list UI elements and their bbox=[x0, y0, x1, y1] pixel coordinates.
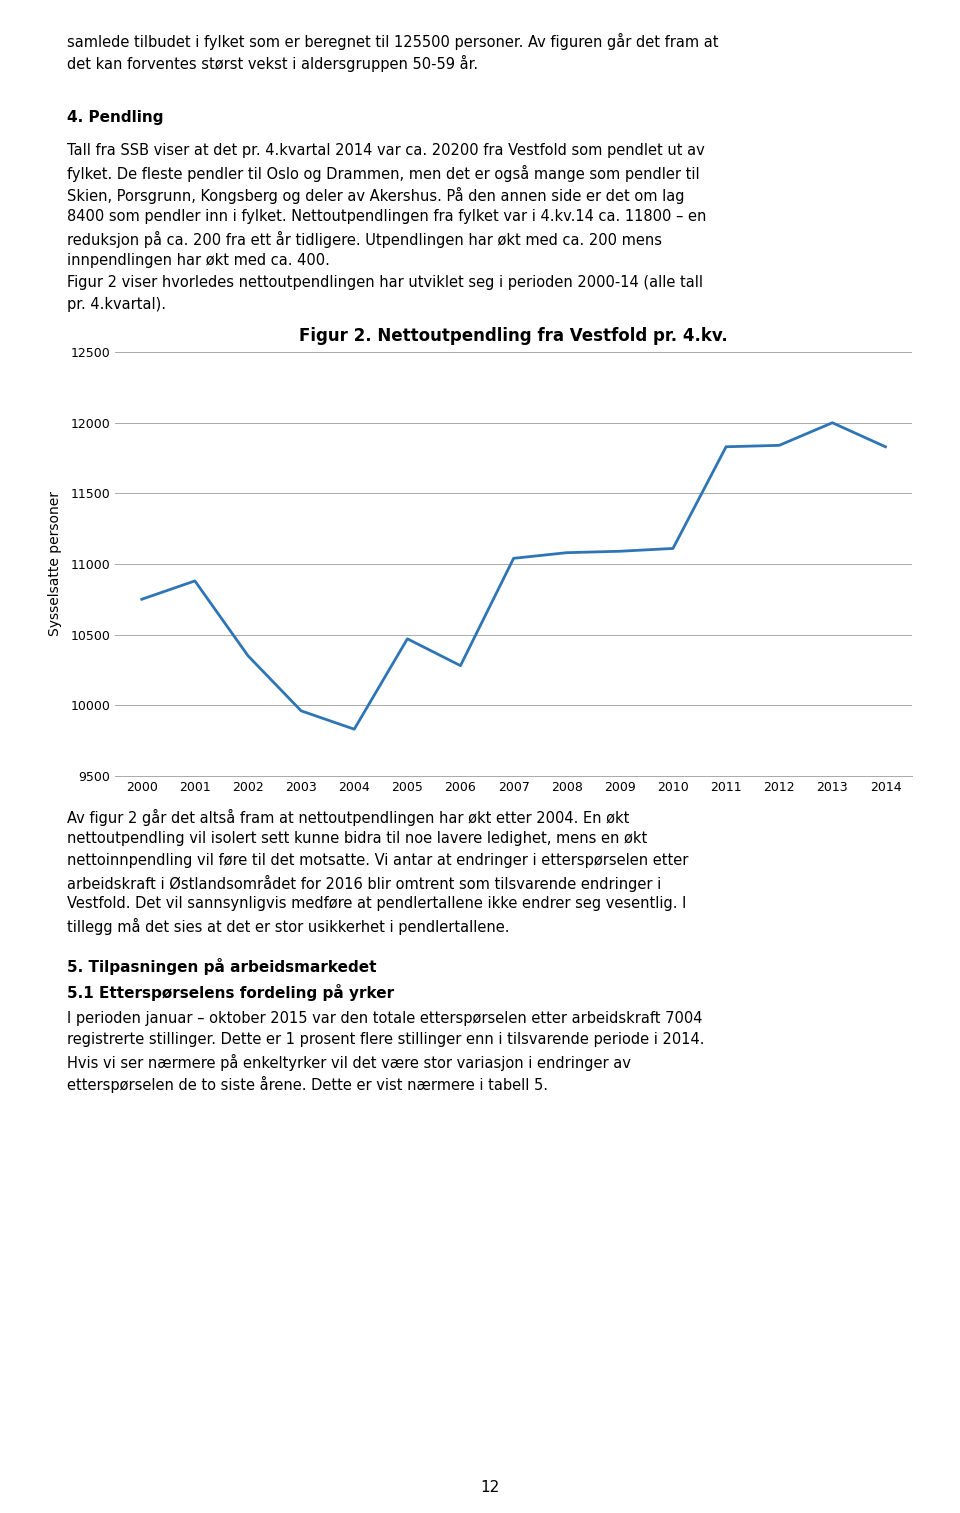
Text: nettoutpendling vil isolert sett kunne bidra til noe lavere ledighet, mens en øk: nettoutpendling vil isolert sett kunne b… bbox=[67, 831, 647, 846]
Text: Av figur 2 går det altså fram at nettoutpendlingen har økt etter 2004. En økt: Av figur 2 går det altså fram at nettout… bbox=[67, 808, 630, 826]
Text: Figur 2 viser hvorledes nettoutpendlingen har utviklet seg i perioden 2000-14 (a: Figur 2 viser hvorledes nettoutpendlinge… bbox=[67, 274, 703, 289]
Text: pr. 4.kvartal).: pr. 4.kvartal). bbox=[67, 297, 166, 312]
Text: 8400 som pendler inn i fylket. Nettoutpendlingen fra fylket var i 4.kv.14 ca. 11: 8400 som pendler inn i fylket. Nettoutpe… bbox=[67, 209, 707, 224]
Title: Figur 2. Nettoutpendling fra Vestfold pr. 4.kv.: Figur 2. Nettoutpendling fra Vestfold pr… bbox=[300, 327, 728, 345]
Text: tillegg må det sies at det er stor usikkerhet i pendlertallene.: tillegg må det sies at det er stor usikk… bbox=[67, 918, 510, 935]
Text: I perioden januar – oktober 2015 var den totale etterspørselen etter arbeidskraf: I perioden januar – oktober 2015 var den… bbox=[67, 1011, 703, 1026]
Text: fylket. De fleste pendler til Oslo og Drammen, men det er også mange som pendler: fylket. De fleste pendler til Oslo og Dr… bbox=[67, 165, 700, 182]
Text: 12: 12 bbox=[480, 1480, 499, 1495]
Y-axis label: Sysselsatte personer: Sysselsatte personer bbox=[48, 492, 62, 637]
Text: Vestfold. Det vil sannsynligvis medføre at pendlertallene ikke endrer seg vesent: Vestfold. Det vil sannsynligvis medføre … bbox=[67, 896, 686, 911]
Text: Skien, Porsgrunn, Kongsberg og deler av Akershus. På den annen side er det om la: Skien, Porsgrunn, Kongsberg og deler av … bbox=[67, 186, 684, 204]
Text: 4. Pendling: 4. Pendling bbox=[67, 110, 164, 126]
Text: nettoinnpendling vil føre til det motsatte. Vi antar at endringer i etterspørsel: nettoinnpendling vil føre til det motsat… bbox=[67, 852, 688, 867]
Text: Tall fra SSB viser at det pr. 4.kvartal 2014 var ca. 20200 fra Vestfold som pend: Tall fra SSB viser at det pr. 4.kvartal … bbox=[67, 144, 705, 157]
Text: 5.1 Etterspørselens fordeling på yrker: 5.1 Etterspørselens fordeling på yrker bbox=[67, 983, 395, 1002]
Text: arbeidskraft i Østlandsområdet for 2016 blir omtrent som tilsvarende endringer i: arbeidskraft i Østlandsområdet for 2016 … bbox=[67, 875, 661, 891]
Text: innpendlingen har økt med ca. 400.: innpendlingen har økt med ca. 400. bbox=[67, 253, 330, 268]
Text: 5. Tilpasningen på arbeidsmarkedet: 5. Tilpasningen på arbeidsmarkedet bbox=[67, 958, 376, 974]
Text: registrerte stillinger. Dette er 1 prosent flere stillinger enn i tilsvarende pe: registrerte stillinger. Dette er 1 prose… bbox=[67, 1032, 705, 1047]
Text: samlede tilbudet i fylket som er beregnet til 125500 personer. Av figuren går de: samlede tilbudet i fylket som er beregne… bbox=[67, 33, 719, 50]
Text: reduksjon på ca. 200 fra ett år tidligere. Utpendlingen har økt med ca. 200 mens: reduksjon på ca. 200 fra ett år tidliger… bbox=[67, 230, 662, 248]
Text: det kan forventes størst vekst i aldersgruppen 50-59 år.: det kan forventes størst vekst i aldersg… bbox=[67, 56, 478, 73]
Text: Hvis vi ser nærmere på enkeltyrker vil det være stor variasjon i endringer av: Hvis vi ser nærmere på enkeltyrker vil d… bbox=[67, 1055, 631, 1071]
Text: etterspørselen de to siste årene. Dette er vist nærmere i tabell 5.: etterspørselen de to siste årene. Dette … bbox=[67, 1076, 548, 1094]
